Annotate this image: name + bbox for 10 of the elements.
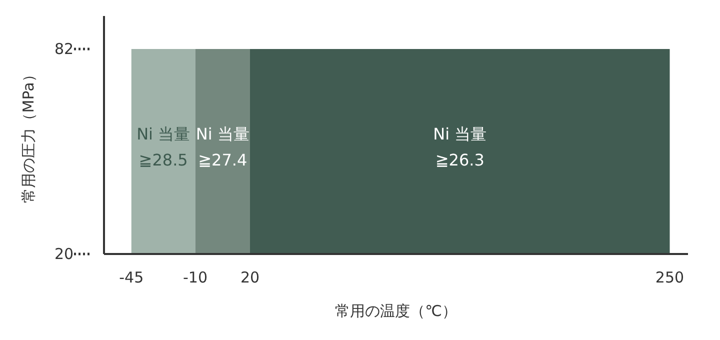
series-label: Ni 当量 ≧27.4	[196, 124, 250, 170]
series-label: Ni 当量 ≧28.5	[136, 124, 190, 170]
series-label: Ni 当量 ≧26.3	[433, 124, 487, 170]
x-tick-label: 250	[655, 268, 684, 287]
x-axis-title: 常用の温度（℃）	[335, 302, 457, 320]
x-tick-label: -10	[183, 268, 208, 287]
y-axis-title: 常用の圧力（MPa）	[19, 67, 38, 203]
y-tick-label: 82	[54, 40, 74, 58]
x-tick-label: 20	[240, 268, 260, 287]
x-tick-label: -45	[119, 268, 144, 287]
